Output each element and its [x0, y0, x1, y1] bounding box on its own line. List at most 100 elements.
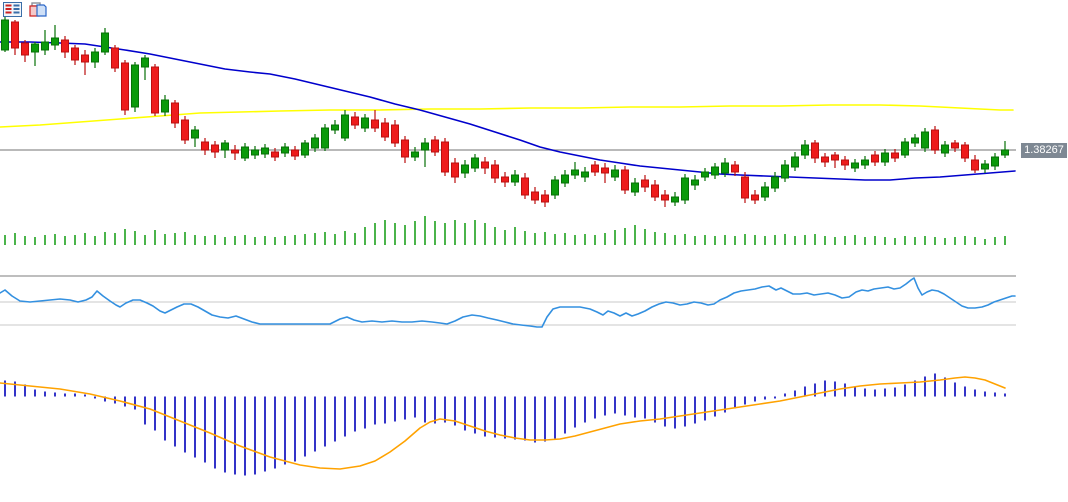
candle-body [621, 169, 629, 191]
candle-body [301, 142, 309, 156]
candle-body [551, 179, 559, 196]
candle-body [981, 163, 989, 170]
candle-body [421, 142, 429, 151]
candle-body [221, 142, 229, 151]
candle-body [861, 159, 869, 166]
candle-body [731, 164, 739, 173]
candle-body [751, 194, 759, 201]
candle-body [851, 162, 859, 169]
candle-body [121, 62, 129, 111]
candle-body [811, 142, 819, 159]
chart-windows-icon[interactable] [29, 2, 48, 17]
candle-body [261, 147, 269, 155]
candle-body [581, 171, 589, 178]
candle-body [361, 117, 369, 129]
main-chart-panel[interactable] [0, 15, 1016, 207]
candle-body [681, 177, 689, 201]
candle-body [511, 174, 519, 183]
candle-body [871, 154, 879, 163]
candle-body [401, 139, 409, 158]
candle-body [101, 32, 109, 53]
candle-body [941, 144, 949, 154]
candle-body [81, 54, 89, 63]
candle-body [391, 124, 399, 144]
macd-signal-line [0, 376, 1006, 470]
candle-body [921, 131, 929, 149]
candle-body [151, 66, 159, 114]
candle-body [971, 159, 979, 171]
candle-body [791, 156, 799, 168]
candle-body [331, 124, 339, 131]
candle-body [471, 157, 479, 169]
candle-body [901, 141, 909, 156]
candle-body [1, 19, 9, 51]
candle-body [491, 164, 499, 179]
candle-body [271, 151, 279, 158]
candle-body [281, 146, 289, 154]
candle-body [881, 152, 889, 163]
grid-lines [0, 275, 1016, 326]
candle-body [161, 99, 169, 113]
candle-body [771, 176, 779, 189]
candle-body [721, 162, 729, 174]
candle-body [251, 149, 259, 156]
oscillator-panel[interactable] [0, 277, 1016, 328]
candle-body [591, 164, 599, 173]
candle-body [691, 179, 699, 186]
candle-body [781, 164, 789, 179]
candle-body [641, 179, 649, 188]
candle-body [451, 162, 459, 178]
candle-body [91, 51, 99, 63]
chart-toolbar [3, 2, 48, 17]
candle-body [51, 37, 59, 46]
candle-body [701, 171, 709, 178]
candle-body [11, 21, 19, 49]
candle-body [181, 119, 189, 141]
candle-body [521, 177, 529, 196]
candle-body [961, 144, 969, 159]
candle-body [111, 47, 119, 69]
candle-body [951, 142, 959, 149]
candle-body [991, 156, 999, 167]
candle-body [171, 102, 179, 124]
candle-body [481, 161, 489, 169]
candle-body [461, 164, 469, 174]
candle-body [41, 41, 49, 51]
candle-body [831, 154, 839, 161]
candle-body [661, 194, 669, 201]
candle-body [431, 139, 439, 153]
candle-body [31, 43, 39, 53]
candle-body [741, 176, 749, 199]
candle-body [841, 159, 849, 166]
oscillator-line [0, 277, 1016, 328]
candle-body [411, 151, 419, 158]
candle-body [611, 169, 619, 178]
list-panel-icon[interactable] [3, 2, 22, 17]
candle-body [321, 127, 329, 149]
candle-body [21, 42, 29, 56]
candle-body [651, 184, 659, 198]
candle-body [541, 194, 549, 203]
candle-body [441, 141, 449, 173]
candle-body [381, 122, 389, 138]
candle-body [311, 137, 319, 149]
candle-body [351, 116, 359, 126]
candle-body [241, 146, 249, 159]
candle-body [671, 196, 679, 203]
candle-body [891, 152, 899, 159]
candle-body [71, 47, 79, 61]
bid-price-label: 1.38267 [1021, 143, 1067, 158]
macd-panel[interactable] [0, 373, 1006, 476]
candle-body [531, 191, 539, 201]
candle-body [561, 174, 569, 184]
candle-body [131, 64, 139, 108]
ma-fast-line [0, 41, 1016, 181]
candle-body [231, 149, 239, 154]
candle-body [931, 129, 939, 151]
candle-body [711, 166, 719, 176]
candle-body [911, 137, 919, 144]
volume-bars [4, 216, 1006, 245]
candle-body [501, 176, 509, 183]
